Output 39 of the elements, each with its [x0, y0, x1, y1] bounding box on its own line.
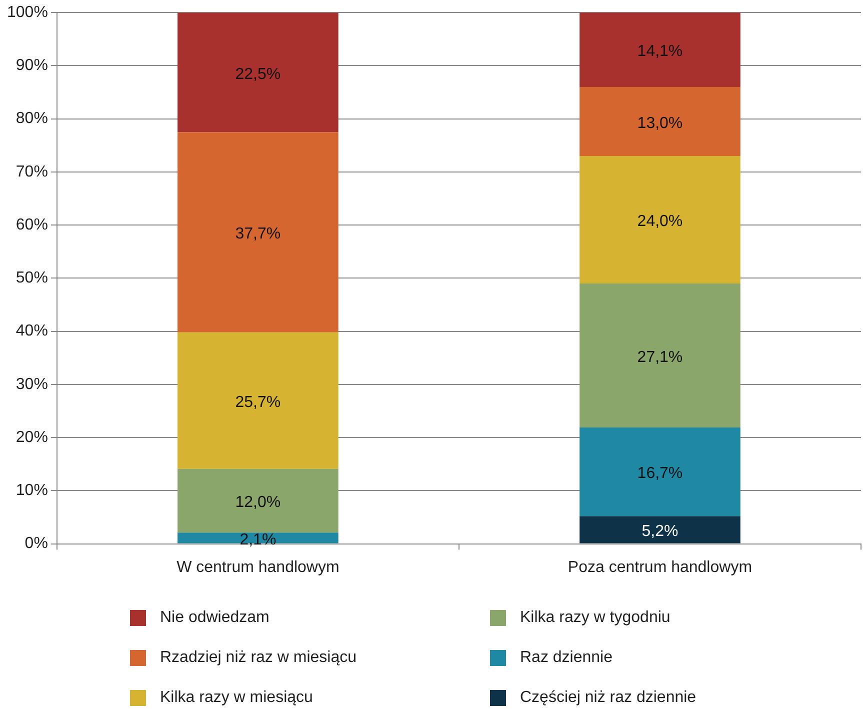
- bar: [580, 86, 740, 156]
- y-tick-label: 10%: [16, 482, 48, 500]
- y-tick-label: 100%: [7, 4, 48, 22]
- bar: [178, 132, 338, 332]
- y-tick-label: 90%: [16, 57, 48, 74]
- bar: [580, 516, 740, 544]
- bar: [580, 156, 740, 284]
- x-tick-label: Poza centrum handlowym: [568, 558, 752, 576]
- bar: [178, 12, 338, 132]
- data-label: 12,0%: [235, 494, 281, 512]
- y-tick-label: 80%: [16, 110, 48, 128]
- y-tick-label: 0%: [24, 535, 48, 552]
- bar: [178, 468, 338, 533]
- legend-label: Rzadziej niż raz w miesiącu: [160, 649, 357, 667]
- legend-label: Częściej niż raz dziennie: [520, 689, 696, 707]
- bar: [580, 12, 740, 87]
- y-tick-label: 20%: [16, 428, 48, 446]
- y-tick-label: 30%: [16, 376, 48, 393]
- legend-label: Raz dziennie: [520, 649, 612, 667]
- bar: [580, 284, 740, 428]
- data-label: 14,1%: [637, 42, 683, 60]
- legend-label: Nie odwiedzam: [160, 609, 270, 627]
- legend-label: Kilka razy w miesiącu: [160, 689, 313, 707]
- bar: [580, 427, 740, 516]
- data-label: 22,5%: [235, 66, 281, 83]
- data-label: 13,0%: [637, 114, 683, 132]
- y-tick-label: 70%: [16, 163, 48, 180]
- bar: [178, 332, 338, 469]
- data-label: 16,7%: [637, 465, 683, 482]
- legend-label: Kilka razy w tygodniu: [520, 609, 670, 627]
- y-tick-label: 60%: [16, 216, 48, 234]
- data-label: 27,1%: [637, 348, 683, 366]
- x-tick-label: W centrum handlowym: [176, 558, 340, 576]
- y-tick-label: 40%: [16, 322, 48, 340]
- data-label: 25,7%: [235, 394, 281, 412]
- data-label: 5,2%: [642, 523, 678, 540]
- data-label: 24,0%: [637, 213, 683, 230]
- data-label: 37,7%: [235, 226, 281, 243]
- y-tick-label: 50%: [16, 270, 48, 287]
